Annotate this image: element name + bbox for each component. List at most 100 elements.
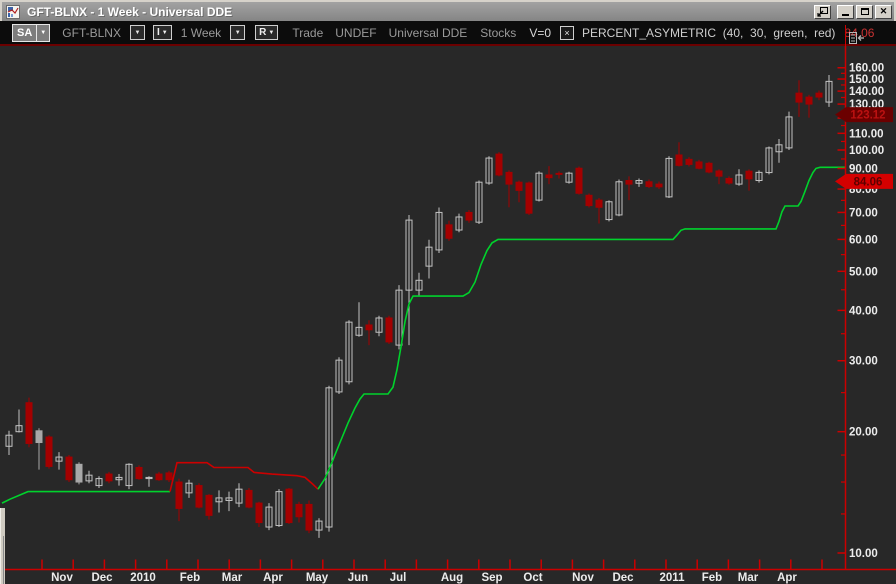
window-title: GFT-BLNX - 1 Week - Universal DDE <box>27 4 233 19</box>
candle-body <box>355 326 363 336</box>
candle-body <box>485 157 493 184</box>
y-axis-label: 140.00 <box>849 86 884 98</box>
candle-body <box>35 430 43 444</box>
r-button[interactable]: R ▼ <box>255 25 279 40</box>
candle-body <box>625 180 633 185</box>
x-axis-label: Sep <box>481 572 502 584</box>
y-axis-label: 20.00 <box>849 427 878 439</box>
toolbar-item-trade[interactable]: Trade <box>292 25 324 40</box>
candle-body <box>815 92 823 98</box>
price-tag-value: 123.12 <box>850 110 885 122</box>
candle-body <box>535 172 543 201</box>
candle-body <box>715 170 723 177</box>
scroll-to-latest-icon[interactable] <box>848 31 865 45</box>
candle-body <box>345 321 353 383</box>
price-tag <box>835 173 893 189</box>
candle-body <box>25 402 33 444</box>
y-axis-label: 90.00 <box>849 163 878 175</box>
candle-body <box>735 174 743 185</box>
candle-body <box>655 183 663 188</box>
indicator-line-green <box>317 166 845 490</box>
chevron-down-icon: ▼ <box>134 29 141 36</box>
candle-body <box>515 181 523 191</box>
candle-body <box>545 174 553 179</box>
x-axis-label: Nov <box>572 572 594 584</box>
candle-body <box>175 481 183 509</box>
candle-body <box>615 181 623 216</box>
x-axis-label: Nov <box>51 572 73 584</box>
y-axis-label: 100.00 <box>849 145 884 157</box>
price-tag <box>835 107 893 123</box>
chevron-down-icon[interactable]: ▼ <box>36 24 49 41</box>
interval-dropdown-button[interactable]: ▼ <box>230 25 246 40</box>
toolbar-item-feed[interactable]: Universal DDE <box>388 25 468 40</box>
candle-body <box>685 158 693 165</box>
y-axis-label: 10.00 <box>849 548 878 560</box>
candle-body <box>795 92 803 103</box>
price-tag-value: 84.06 <box>854 176 883 188</box>
chevron-down-icon: ▼ <box>234 29 241 36</box>
close-icon: ✕ <box>879 6 888 16</box>
candle-body <box>775 144 783 153</box>
symbol-label[interactable]: GFT-BLNX <box>62 25 121 40</box>
x-axis-label: Apr <box>263 572 283 584</box>
candle-body <box>385 317 393 343</box>
candle-body <box>55 456 63 462</box>
candle-body <box>225 497 233 501</box>
x-axis-label: Dec <box>612 572 634 584</box>
price-chart[interactable]: Nov Dec 2010 Feb Mar Apr May Jun Jul Aug Sep Oct Nov… <box>0 46 896 584</box>
candle-body <box>525 182 533 214</box>
x-axis-label: Dec <box>91 572 113 584</box>
chevron-down-icon: ▼ <box>268 29 275 36</box>
candle-body <box>495 153 503 176</box>
maximize-button[interactable] <box>856 4 873 19</box>
x-axis-label: Mar <box>738 572 759 584</box>
candle-body <box>105 473 113 482</box>
candle-body <box>805 96 813 105</box>
candle-body <box>195 485 203 508</box>
y-axis-label: 160.00 <box>849 63 884 75</box>
candle-body <box>465 211 473 221</box>
indicator-line-red <box>169 461 319 492</box>
symbol-type-selector[interactable]: SA ▼ <box>12 23 51 42</box>
toolbar-item-undef[interactable]: UNDEF <box>335 25 377 40</box>
x-axis-label: Apr <box>777 572 797 584</box>
x-axis-label: Oct <box>523 572 542 584</box>
toolbar-item-stocks[interactable]: Stocks <box>480 25 517 40</box>
candle-body <box>475 181 483 223</box>
candle-body <box>145 476 153 480</box>
titlebar[interactable]: GFT-BLNX - 1 Week - Universal DDE ✕ <box>0 0 896 21</box>
minimize-button[interactable] <box>837 4 854 19</box>
candle-body <box>765 147 773 174</box>
interval-label[interactable]: 1 Week <box>180 25 222 40</box>
candle-body <box>455 216 463 231</box>
detach-window-button[interactable] <box>814 4 831 19</box>
candle-body <box>555 172 563 175</box>
candle-body <box>725 177 733 184</box>
study-label[interactable]: PERCENT_ASYMETRIC (40, 30, green, red) <box>582 25 836 40</box>
y-axis-line-extension <box>845 25 846 46</box>
candle-body <box>95 478 103 487</box>
interval-button[interactable]: I ▼ <box>152 25 172 40</box>
candle-body <box>115 476 123 481</box>
y-axis-label: 40.00 <box>849 305 878 317</box>
chart-area: Nov Dec 2010 Feb Mar Apr May Jun Jul Aug Sep Oct Nov… <box>0 46 896 584</box>
candle-body <box>215 497 223 503</box>
candle-body <box>435 211 443 251</box>
remove-study-button[interactable]: × <box>560 25 574 40</box>
x-axis-label: Jul <box>390 572 407 584</box>
interval-letter: I <box>156 27 160 38</box>
symbol-dropdown-button[interactable]: ▼ <box>129 25 145 40</box>
candle-body <box>85 474 93 482</box>
candle-body <box>135 466 143 480</box>
candle-body <box>255 502 263 524</box>
candle-body <box>825 80 833 103</box>
candle-body <box>155 473 163 481</box>
close-button[interactable]: ✕ <box>875 4 892 19</box>
candle-body <box>125 463 133 487</box>
toolbar: SA ▼ GFT-BLNX ▼ I ▼ 1 Week ▼ R ▼ Trade U… <box>0 21 896 46</box>
candle-body <box>15 425 23 433</box>
candle-body <box>295 503 303 518</box>
x-axis-label: 2011 <box>660 572 686 584</box>
candle-body <box>205 494 213 516</box>
